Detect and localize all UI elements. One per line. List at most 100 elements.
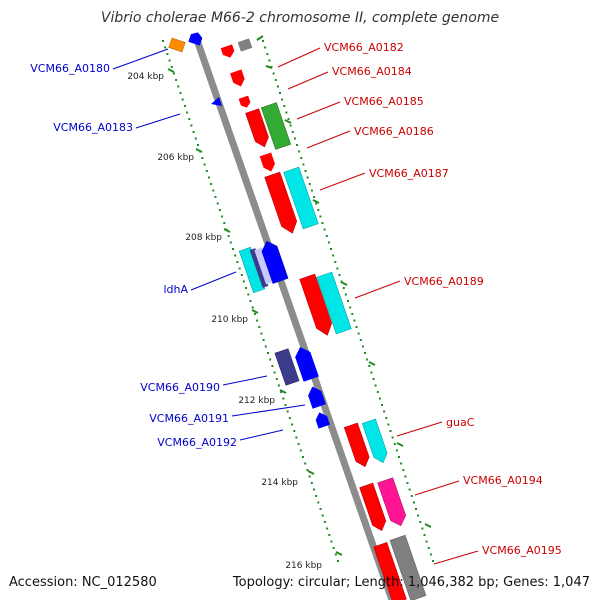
tick-dot bbox=[308, 475, 311, 478]
tick-dot bbox=[227, 235, 230, 237]
tick-dot bbox=[353, 319, 356, 322]
tick-dot bbox=[253, 313, 256, 315]
gene-label-VCM66_A0180: VCM66_A0180 bbox=[30, 62, 110, 75]
tick-dot bbox=[347, 300, 349, 302]
tick-dot bbox=[179, 92, 182, 94]
tick-label: 214 kbp bbox=[261, 478, 298, 488]
tick-dot bbox=[282, 397, 285, 400]
tick-dot bbox=[323, 228, 326, 231]
tick-dot bbox=[284, 404, 287, 406]
tick-dot bbox=[298, 150, 301, 153]
tick-dot bbox=[359, 339, 362, 341]
label-leader bbox=[433, 550, 479, 565]
tick-dot bbox=[166, 53, 169, 55]
tick-dot bbox=[404, 475, 407, 478]
gene-VCM66_A0184-arrow bbox=[230, 69, 245, 87]
tick-dot bbox=[391, 436, 394, 439]
gene-VCM66_A0182-arrow bbox=[220, 44, 235, 58]
tick-dot bbox=[262, 40, 264, 42]
tick-dot bbox=[349, 306, 352, 309]
tick-dot bbox=[412, 501, 415, 504]
tick-dot bbox=[283, 105, 286, 107]
gene-label-VCM66_A0183: VCM66_A0183 bbox=[53, 121, 133, 134]
tick-dot bbox=[164, 46, 167, 49]
tick-dot bbox=[342, 287, 345, 289]
tick-dot bbox=[183, 105, 186, 107]
tick-dot bbox=[281, 98, 284, 101]
tick-dot bbox=[389, 430, 392, 432]
label-leader bbox=[231, 404, 306, 417]
tick-dot bbox=[387, 423, 390, 426]
tick-dot bbox=[400, 462, 403, 465]
tick-dot bbox=[336, 267, 339, 270]
tick-dot bbox=[419, 521, 422, 523]
gene-label-VCM66_A0184: VCM66_A0184 bbox=[332, 65, 412, 78]
tick-dot bbox=[293, 430, 296, 432]
tick-dot bbox=[406, 482, 409, 484]
label-leader bbox=[112, 48, 169, 70]
label-leader bbox=[414, 480, 460, 496]
gene-gray-block bbox=[389, 534, 427, 600]
gene-VCM66_A0192-arrow bbox=[315, 412, 330, 429]
tick-dot bbox=[274, 79, 277, 81]
gene-label-VCM66_A0185: VCM66_A0185 bbox=[344, 95, 424, 108]
tick-dot bbox=[240, 274, 243, 276]
tick-dot bbox=[251, 306, 254, 309]
tick-dot bbox=[218, 209, 221, 211]
gene-VCM66_A0189-arrow bbox=[299, 273, 332, 336]
tick-dot bbox=[361, 345, 364, 348]
tick-dot bbox=[332, 254, 335, 257]
tick-dot bbox=[332, 547, 335, 549]
reverse-genes bbox=[168, 32, 330, 429]
tick-dot bbox=[269, 358, 272, 361]
tick-dot bbox=[207, 176, 210, 179]
tick-dot bbox=[323, 521, 326, 523]
tick-dot bbox=[319, 508, 322, 510]
tick-dot bbox=[417, 514, 420, 517]
gene-gray-block bbox=[237, 38, 253, 52]
tick-dot bbox=[319, 215, 322, 218]
label-leader bbox=[222, 375, 268, 386]
tick-mark bbox=[167, 68, 175, 73]
tick-dot bbox=[289, 124, 292, 127]
tick-dot bbox=[337, 560, 339, 562]
tick-dot bbox=[370, 371, 373, 374]
tick-dot bbox=[177, 85, 180, 88]
gene-cyan-arrow bbox=[361, 418, 388, 464]
tick-dot bbox=[425, 540, 428, 543]
tick-dot bbox=[273, 371, 276, 374]
tick-dot bbox=[264, 46, 267, 49]
tick-dot bbox=[291, 131, 294, 133]
gene-label-VCM66_A0190: VCM66_A0190 bbox=[140, 381, 220, 394]
tick-dot bbox=[276, 85, 279, 88]
tick-dot bbox=[351, 313, 354, 315]
reverse-labels: VCM66_A0180 VCM66_A0183 ldhA VCM66_A0190… bbox=[30, 48, 306, 449]
tick-dot bbox=[201, 157, 204, 159]
tick-dot bbox=[432, 560, 434, 562]
tick-dot bbox=[216, 202, 219, 205]
tick-dot bbox=[408, 488, 411, 491]
tick-dot bbox=[402, 469, 405, 471]
tick-dot bbox=[188, 118, 191, 120]
tick-dot bbox=[383, 410, 386, 413]
tick-dot bbox=[344, 293, 347, 296]
gene-ldhA-light bbox=[254, 247, 274, 285]
tick-dot bbox=[328, 534, 331, 536]
tick-dot bbox=[280, 391, 283, 393]
label-leader bbox=[296, 101, 341, 120]
tick-dot bbox=[310, 482, 313, 484]
tick-dot bbox=[287, 118, 290, 120]
gene-label-guaC: guaC bbox=[446, 416, 475, 429]
tick-dot bbox=[249, 300, 252, 302]
tick-mark bbox=[223, 228, 231, 233]
forward-labels: VCM66_A0182 VCM66_A0184 VCM66_A0185 VCM6… bbox=[277, 41, 562, 565]
tick-dot bbox=[258, 326, 261, 328]
tick-dot bbox=[295, 436, 298, 439]
tick-dot bbox=[266, 53, 269, 55]
tick-marks: 204 kbp 206 kbp 208 kbp 210 kbp 212 kbp … bbox=[127, 68, 343, 571]
gene-label-VCM66_A0192: VCM66_A0192 bbox=[157, 436, 237, 449]
tick-dot bbox=[203, 163, 206, 166]
tick-dot bbox=[221, 215, 224, 218]
tick-dot bbox=[306, 469, 309, 471]
